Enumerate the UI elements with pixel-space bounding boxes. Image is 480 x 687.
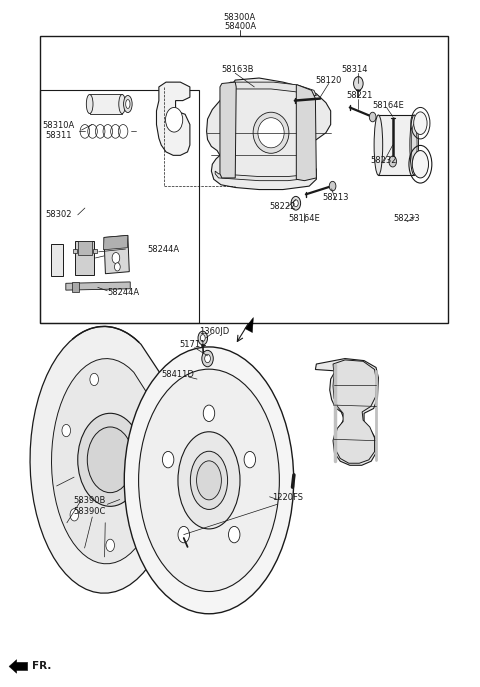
Bar (39, 36, 447, 323)
Circle shape (87, 427, 133, 493)
Circle shape (203, 405, 215, 422)
Circle shape (291, 196, 300, 210)
Text: 58411D: 58411D (162, 370, 194, 379)
Text: 58221: 58221 (346, 91, 372, 100)
Text: 58400A: 58400A (224, 22, 256, 31)
Circle shape (389, 156, 396, 167)
Circle shape (198, 331, 207, 345)
Ellipse shape (253, 112, 289, 153)
Circle shape (106, 539, 115, 552)
Ellipse shape (410, 115, 419, 175)
Text: 58213: 58213 (322, 192, 348, 201)
Circle shape (244, 451, 255, 468)
Ellipse shape (126, 100, 130, 109)
Ellipse shape (197, 461, 221, 500)
Text: 58244A: 58244A (107, 288, 139, 297)
Polygon shape (333, 360, 376, 463)
Ellipse shape (86, 94, 93, 113)
Circle shape (162, 451, 174, 468)
Polygon shape (296, 85, 316, 181)
Text: 58164E: 58164E (372, 101, 404, 110)
Polygon shape (215, 171, 315, 181)
Text: 58300A: 58300A (224, 13, 256, 22)
Circle shape (354, 77, 363, 90)
Text: 58164E: 58164E (288, 214, 320, 223)
Text: 58232: 58232 (370, 156, 396, 165)
Polygon shape (221, 82, 316, 95)
Polygon shape (51, 359, 161, 564)
Text: 58244A: 58244A (147, 245, 180, 254)
Text: 1220FS: 1220FS (272, 493, 303, 502)
Ellipse shape (374, 115, 383, 175)
Polygon shape (93, 249, 97, 254)
Text: 58311: 58311 (46, 131, 72, 140)
Text: 58163B: 58163B (221, 65, 254, 74)
Polygon shape (245, 317, 253, 333)
Polygon shape (104, 236, 129, 273)
Polygon shape (30, 326, 178, 593)
Ellipse shape (411, 124, 417, 166)
Polygon shape (66, 282, 130, 290)
Circle shape (369, 112, 376, 122)
Polygon shape (51, 245, 63, 276)
Polygon shape (156, 82, 190, 155)
Circle shape (329, 181, 336, 191)
Circle shape (293, 200, 298, 207)
Ellipse shape (412, 150, 429, 178)
Ellipse shape (139, 369, 279, 592)
Circle shape (78, 414, 143, 506)
Circle shape (204, 354, 210, 363)
Circle shape (70, 508, 79, 521)
Text: 58390B: 58390B (73, 497, 106, 506)
Ellipse shape (119, 94, 125, 113)
Circle shape (62, 425, 71, 437)
Text: 58390C: 58390C (73, 507, 106, 517)
Circle shape (228, 526, 240, 543)
Polygon shape (220, 82, 236, 178)
Text: 58233: 58233 (394, 214, 420, 223)
Text: 1360JD: 1360JD (199, 327, 229, 336)
Ellipse shape (123, 95, 132, 113)
Ellipse shape (124, 347, 294, 613)
Text: 58310A: 58310A (43, 122, 75, 131)
Bar (378, 115, 414, 175)
Circle shape (142, 508, 150, 521)
Polygon shape (78, 241, 92, 255)
Circle shape (202, 350, 213, 367)
Bar (39, 90, 199, 323)
Bar (90, 94, 122, 113)
Ellipse shape (191, 451, 228, 510)
Polygon shape (315, 359, 378, 465)
Text: 58314: 58314 (341, 65, 368, 74)
Polygon shape (75, 241, 95, 275)
Text: 51711: 51711 (179, 340, 205, 350)
Text: FR.: FR. (33, 662, 52, 671)
Text: 58302: 58302 (46, 210, 72, 219)
Circle shape (115, 262, 120, 271)
Circle shape (112, 253, 120, 263)
Polygon shape (206, 78, 331, 190)
Text: 58222: 58222 (270, 202, 296, 211)
Circle shape (90, 373, 98, 385)
Polygon shape (72, 282, 79, 292)
Polygon shape (9, 660, 28, 673)
Ellipse shape (414, 112, 427, 135)
Circle shape (178, 526, 190, 543)
Ellipse shape (258, 117, 284, 148)
Polygon shape (104, 236, 128, 250)
Circle shape (200, 335, 205, 341)
Polygon shape (73, 249, 77, 254)
Circle shape (166, 107, 183, 132)
Text: 58120: 58120 (315, 76, 341, 85)
Ellipse shape (178, 431, 240, 529)
